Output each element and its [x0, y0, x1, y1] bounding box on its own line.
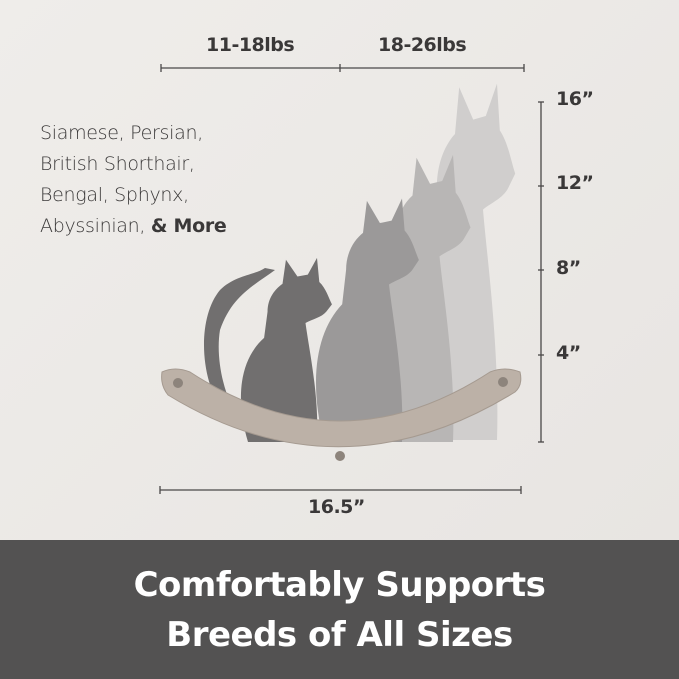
breed-line: Siamese, Persian, [40, 122, 203, 144]
height-label-12: 12” [556, 172, 594, 194]
cat-shelf [161, 368, 522, 448]
screw-right [498, 377, 508, 387]
height-label-16: 16” [556, 88, 594, 110]
infographic-area [0, 0, 679, 540]
cat-tail [203, 268, 275, 420]
weight-label-right: 18-26lbs [378, 34, 467, 56]
banner-line-1: Comfortably Supports [133, 565, 546, 605]
breed-more: & More [150, 215, 227, 237]
height-label-8: 8” [556, 257, 581, 279]
breed-line: Abyssinian, & More [40, 211, 227, 242]
screw-left [173, 378, 183, 388]
width-dimension-line [159, 486, 522, 494]
illustration [159, 64, 544, 494]
weight-dimension-line [160, 64, 525, 72]
breed-line: Bengal, Sphynx, [40, 184, 189, 206]
height-dimension-line [538, 101, 544, 443]
weight-label-left: 11-18lbs [206, 34, 295, 56]
breed-last: Abyssinian, [40, 215, 151, 237]
banner-line-2: Breeds of All Sizes [166, 615, 513, 655]
width-label: 16.5” [308, 496, 365, 518]
height-label-4: 4” [556, 342, 581, 364]
breed-line: British Shorthair, [40, 153, 195, 175]
screw-center [335, 451, 345, 461]
banner: Comfortably Supports Breeds of All Sizes [0, 540, 679, 679]
breed-list: Siamese, Persian, British Shorthair, Ben… [40, 118, 227, 242]
